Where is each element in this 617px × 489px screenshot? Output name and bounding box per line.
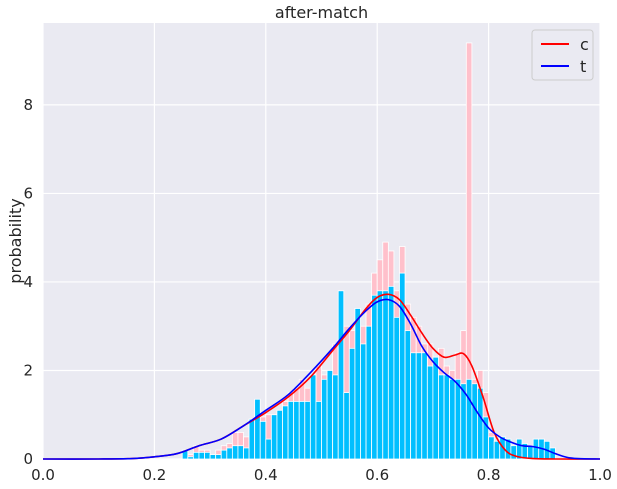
- histogram-bar-t: [510, 445, 517, 460]
- legend: c t: [531, 29, 594, 81]
- histogram-bar-t: [204, 451, 211, 460]
- histogram-bar-t: [337, 290, 345, 460]
- histogram-bar-t: [220, 449, 228, 460]
- histogram-bar-t: [321, 378, 328, 460]
- histogram-bar-t: [187, 456, 194, 460]
- histogram-bar-t: [460, 383, 467, 460]
- kde-lines: [42, 293, 601, 460]
- histogram-bar-t: [393, 316, 400, 460]
- histogram-bar-t: [488, 436, 495, 460]
- histogram-bar-t: [426, 365, 434, 460]
- histogram-bar-t: [527, 445, 534, 460]
- histogram-bar-t: [254, 398, 261, 460]
- y-tick-label: 4: [23, 273, 33, 291]
- histogram-bar-t: [226, 447, 233, 460]
- legend-label-t: t: [580, 57, 586, 76]
- histogram-bar-t: [493, 440, 501, 460]
- histogram-bar-t: [360, 343, 367, 460]
- histogram-bar-t: [304, 401, 311, 460]
- histogram-bar-t: [259, 420, 267, 460]
- y-tick-label: 0: [23, 450, 33, 468]
- histogram-bar-t: [404, 330, 412, 460]
- x-tick-label: 0.0: [31, 466, 55, 484]
- histogram-bar-t: [471, 383, 478, 460]
- histogram-bar-t: [237, 445, 244, 460]
- histogram-bar-t: [293, 401, 300, 460]
- histogram-bar-t: [298, 401, 306, 460]
- bars-series-t: [181, 272, 556, 460]
- histogram-bar-t: [465, 378, 473, 460]
- histogram-bar-t: [371, 294, 378, 460]
- x-tick-label: 0.2: [142, 466, 166, 484]
- legend-box: [531, 29, 594, 81]
- histogram-bar-t: [209, 454, 217, 460]
- histogram-bar-t: [532, 438, 540, 460]
- histogram-bar-t: [309, 374, 317, 460]
- y-axis-label: probability: [6, 198, 25, 283]
- histogram-bar-t: [438, 374, 445, 460]
- histogram-bar-t: [432, 356, 439, 460]
- histogram-bar-t: [348, 347, 356, 460]
- histogram-bar-t: [387, 285, 395, 460]
- histogram-bar-t: [343, 392, 350, 460]
- histogram-bar-t: [376, 290, 384, 460]
- histogram-bar-t: [415, 352, 423, 460]
- histogram-bar-t: [365, 325, 373, 460]
- chart-title: after-match: [275, 3, 368, 22]
- histogram-bar-t: [198, 451, 205, 460]
- histogram-bar-t: [192, 451, 200, 460]
- histogram-bar-t: [382, 290, 389, 460]
- x-tick-label: 0.8: [477, 466, 501, 484]
- y-tick-label: 8: [23, 96, 33, 114]
- histogram-bar-t: [477, 387, 484, 460]
- histogram-bar-t: [421, 352, 428, 460]
- histogram-bar-t: [332, 374, 339, 460]
- histogram-bar-t: [276, 409, 283, 460]
- histogram-bar-t: [326, 370, 334, 460]
- x-tick-label: 0.4: [254, 466, 278, 484]
- histogram-bar-t: [454, 378, 462, 460]
- y-tick-label: 2: [23, 361, 33, 379]
- histogram-bar-t: [354, 308, 361, 460]
- histogram-bar-t: [215, 454, 222, 460]
- kde-line-t: [42, 298, 601, 460]
- histogram-bar-t: [243, 447, 250, 460]
- histogram-bar-t: [287, 401, 295, 460]
- histogram-bar-t: [248, 418, 256, 460]
- histogram-bar-t: [449, 378, 456, 460]
- histogram-bar-t: [315, 401, 322, 460]
- histogram-bar-t: [270, 414, 278, 460]
- histogram-bar-t: [282, 405, 289, 460]
- grid-lines: [42, 23, 601, 460]
- histogram-bar-t: [265, 438, 272, 460]
- histogram-bar-t: [443, 374, 451, 460]
- y-tick-label: 6: [23, 184, 33, 202]
- x-tick-labels: 0.0 0.2 0.4 0.6 0.8 1.0: [31, 466, 612, 484]
- x-tick-label: 0.6: [365, 466, 389, 484]
- x-tick-label: 1.0: [588, 466, 612, 484]
- y-tick-labels: 0 2 4 6 8: [23, 96, 33, 468]
- histogram-bar-t: [410, 352, 417, 460]
- histogram-bar-t: [231, 445, 239, 460]
- legend-label-c: c: [580, 35, 589, 54]
